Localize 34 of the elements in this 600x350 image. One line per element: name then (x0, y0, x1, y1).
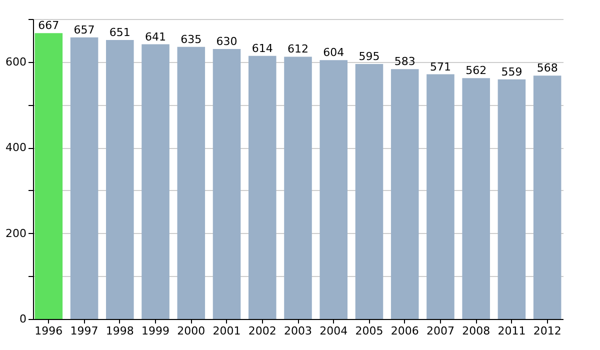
x-tick-label: 2002 (248, 324, 276, 338)
x-tick-label: 1999 (142, 324, 170, 338)
data-label: 630 (216, 35, 238, 48)
x-tick-label: 2001 (212, 324, 241, 338)
x-tick-label: 2008 (462, 324, 490, 338)
x-tick-label: 1998 (106, 324, 134, 338)
y-tick-label: 0 (20, 312, 26, 326)
data-label: 571 (430, 60, 451, 74)
data-label: 583 (394, 55, 416, 68)
data-label: 562 (466, 64, 487, 78)
data-label: 641 (145, 30, 166, 44)
data-label: 604 (323, 46, 344, 60)
x-tick-label: 1997 (70, 324, 98, 338)
data-label: 559 (501, 65, 522, 78)
data-label: 568 (536, 62, 558, 75)
x-tick-label: 2006 (390, 324, 419, 338)
data-label: 657 (74, 23, 95, 36)
x-tick-label: 2003 (284, 324, 312, 338)
data-label: 651 (109, 26, 130, 39)
data-label: 595 (358, 50, 380, 63)
y-tick-label: 600 (6, 55, 26, 68)
data-label: 612 (288, 42, 308, 56)
x-tick-label: 2012 (533, 324, 562, 338)
x-tick-label: 1996 (34, 324, 63, 338)
x-tick-label: 2005 (355, 324, 384, 338)
x-tick-label: 2004 (320, 324, 348, 338)
y-tick-label: 200 (6, 226, 26, 240)
y-tick-label: 400 (6, 141, 26, 154)
x-tick-label: 2007 (426, 324, 454, 338)
data-label: 667 (38, 19, 60, 32)
x-tick-label: 2011 (498, 324, 526, 338)
data-label: 614 (252, 42, 273, 55)
x-tick-label: 2000 (177, 324, 206, 338)
data-label: 635 (180, 32, 202, 46)
